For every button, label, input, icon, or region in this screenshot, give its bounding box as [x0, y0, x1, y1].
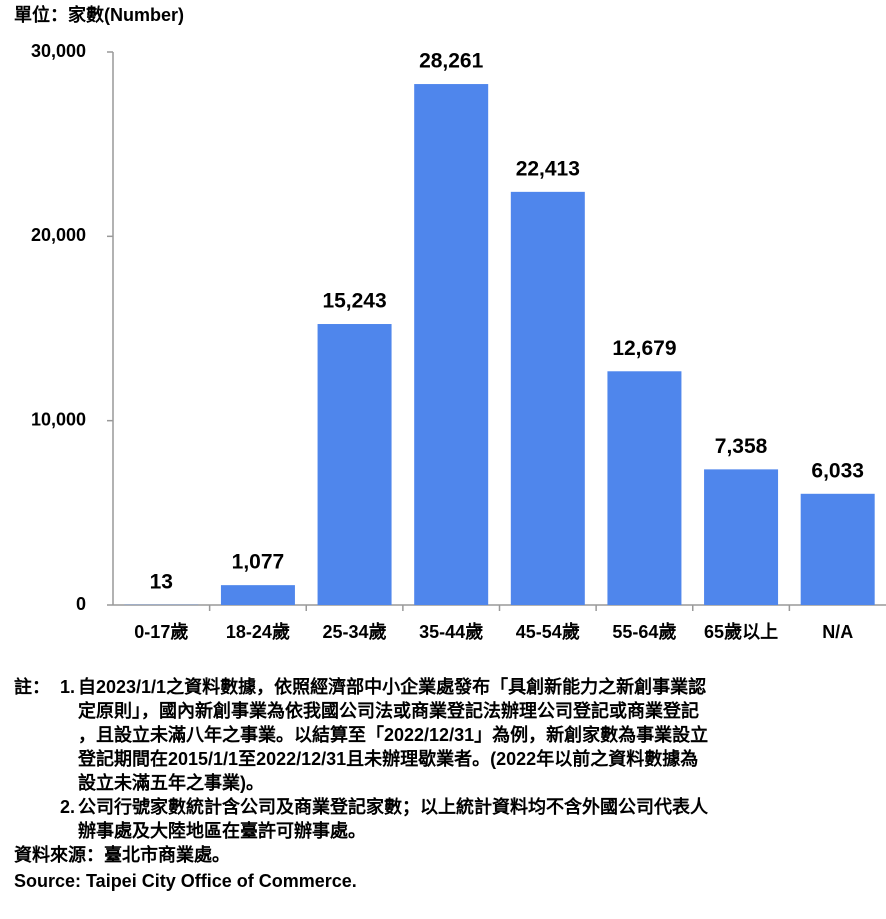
value-label: 12,679 [612, 337, 676, 360]
source-line: 資料來源：臺北市商業處。 [14, 844, 230, 865]
value-label: 28,261 [419, 50, 484, 73]
x-tick-label: 35-44歲 [419, 621, 483, 642]
value-label: 13 [150, 570, 173, 593]
source-line: Source: Taipei City Office of Commerce. [14, 871, 357, 891]
note-line: 登記期間在2015/1/1至2022/12/31且未辦理歇業者。(2022年以前… [77, 748, 698, 769]
unit-label: 單位：家數(Number) [14, 4, 184, 25]
notes-label: 註： [14, 676, 50, 697]
value-label: 7,358 [715, 435, 768, 458]
note-number: 1. [60, 677, 75, 697]
bar [414, 84, 489, 606]
note-line: ，且設立未滿八年之事業。以結算至「2022/12/31」為例，新創家數為事業設立 [78, 724, 708, 745]
x-tick-label: 55-64歲 [612, 621, 676, 642]
note-line: 公司行號家數統計含公司及商業登記家數；以上統計資料均不含外國公司代表人 [78, 796, 709, 817]
bar [704, 469, 779, 605]
x-tick-label: 65歲以上 [704, 621, 778, 642]
note-number: 2. [60, 797, 75, 817]
x-tick-label: 45-54歲 [516, 621, 580, 642]
bar [607, 371, 682, 605]
bar [220, 585, 295, 605]
x-tick-label: 25-34歲 [323, 621, 387, 642]
value-label: 1,077 [232, 551, 285, 574]
x-tick-label: 18-24歲 [226, 621, 290, 642]
y-tick-label: 20,000 [31, 225, 86, 245]
note-line: 設立未滿五年之事業)。 [78, 772, 264, 793]
y-tick-label: 0 [76, 594, 86, 614]
y-tick-label: 30,000 [31, 41, 86, 61]
bar [510, 191, 585, 605]
bar [800, 493, 875, 605]
x-tick-label: 0-17歲 [134, 621, 188, 642]
note-line: 定原則」，國內新創事業為依我國公司法或商業登記法辦理公司登記或商業登記 [78, 700, 699, 721]
note-line: 自2023/1/1之資料數據，依照經濟部中小企業處發布「具創新能力之新創事業認 [78, 676, 706, 697]
bar [317, 324, 392, 605]
value-label: 6,033 [811, 459, 864, 482]
value-label: 22,413 [516, 157, 580, 180]
value-label: 15,243 [322, 290, 386, 313]
note-line: 辦事處及大陸地區在臺許可辦事處。 [78, 820, 366, 841]
x-tick-label: N/A [822, 622, 853, 642]
y-tick-label: 10,000 [31, 409, 86, 429]
